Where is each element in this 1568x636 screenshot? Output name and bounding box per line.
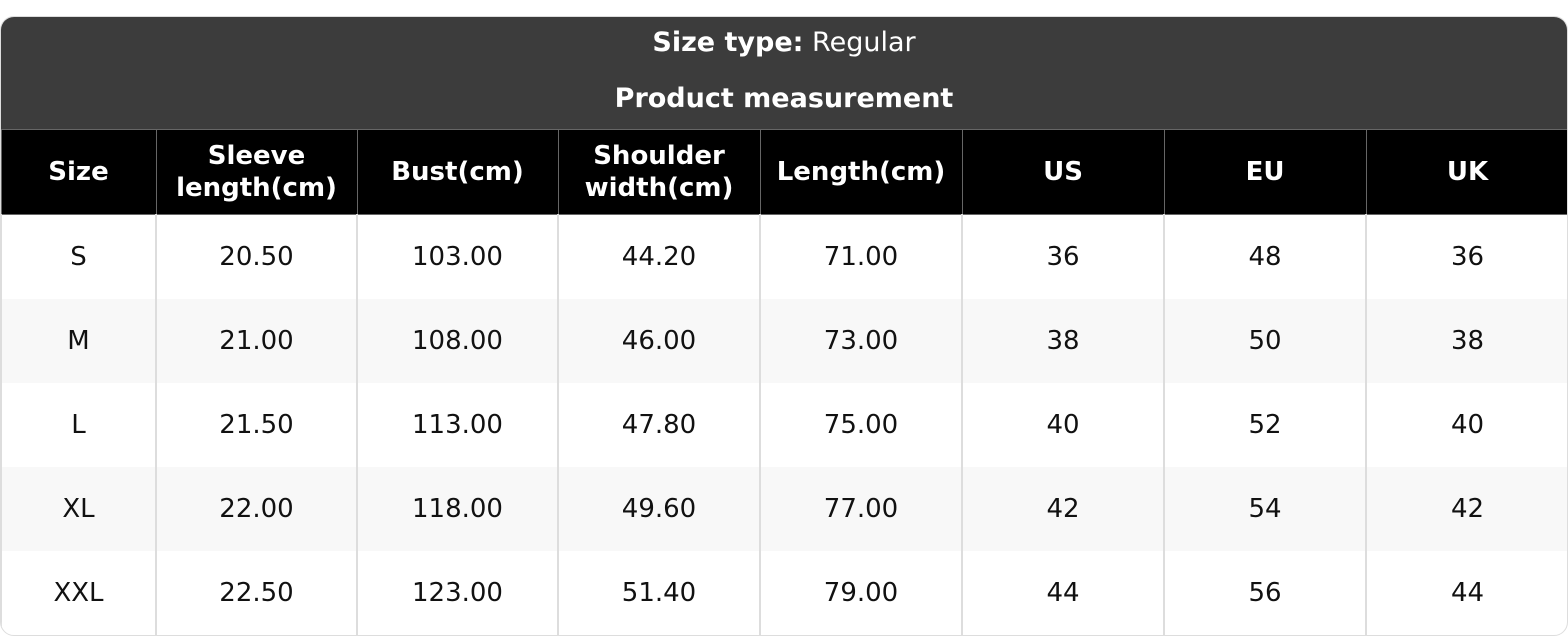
table-cell: 73.00 — [759, 299, 963, 383]
table-cell: 44 — [1365, 551, 1567, 635]
table-cell: M — [1, 299, 157, 383]
table-cell: 52 — [1163, 383, 1367, 467]
table-cell: L — [1, 383, 157, 467]
table-row: XXL 22.50 123.00 51.40 79.00 44 56 44 — [1, 551, 1567, 635]
table-row: L 21.50 113.00 47.80 75.00 40 52 40 — [1, 383, 1567, 467]
table-cell: 21.50 — [155, 383, 358, 467]
column-header: Size — [1, 129, 157, 215]
column-header: Shoulder width(cm) — [557, 129, 761, 215]
table-cell: 56 — [1163, 551, 1367, 635]
table-cell: 51.40 — [557, 551, 761, 635]
table-cell: XL — [1, 467, 157, 551]
table-cell: 123.00 — [356, 551, 559, 635]
table-cell: S — [1, 214, 157, 299]
header-row: Size Sleeve length(cm) Bust(cm) Shoulder widt… — [1, 129, 1567, 215]
column-header: Length(cm) — [759, 129, 963, 215]
table-row: M 21.00 108.00 46.00 73.00 38 50 38 — [1, 299, 1567, 383]
table-cell: 48 — [1163, 214, 1367, 299]
table-cell: 36 — [961, 214, 1165, 299]
table-cell: 22.50 — [155, 551, 358, 635]
table-cell: 108.00 — [356, 299, 559, 383]
column-header: US — [961, 129, 1165, 215]
table-subtitle: Product measurement — [614, 83, 954, 114]
table-cell: 75.00 — [759, 383, 963, 467]
table-cell: 21.00 — [155, 299, 358, 383]
table-cell: 50 — [1163, 299, 1367, 383]
table-row: XL 22.00 118.00 49.60 77.00 42 54 42 — [1, 467, 1567, 551]
table-cell: 118.00 — [356, 467, 559, 551]
table-row: S 20.50 103.00 44.20 71.00 36 48 36 — [1, 214, 1567, 299]
size-type: Size type: Regular — [1, 27, 1567, 58]
size-chart: Size type: Regular Product measurement S… — [0, 16, 1568, 636]
table-cell: XXL — [1, 551, 157, 635]
table-cell: 71.00 — [759, 214, 963, 299]
table-cell: 42 — [1365, 467, 1567, 551]
column-header: Bust(cm) — [356, 129, 559, 215]
column-header: EU — [1163, 129, 1367, 215]
size-type-label: Size type: — [652, 27, 804, 58]
table-cell: 42 — [961, 467, 1165, 551]
size-type-value: Regular — [812, 27, 916, 58]
table-cell: 113.00 — [356, 383, 559, 467]
table-cell: 77.00 — [759, 467, 963, 551]
table-cell: 54 — [1163, 467, 1367, 551]
table-cell: 103.00 — [356, 214, 559, 299]
table-cell: 38 — [961, 299, 1165, 383]
table-cell: 38 — [1365, 299, 1567, 383]
table-cell: 36 — [1365, 214, 1567, 299]
measurement-table: Size Sleeve length(cm) Bust(cm) Shoulder widt… — [1, 129, 1567, 635]
table-cell: 46.00 — [557, 299, 761, 383]
table-cell: 79.00 — [759, 551, 963, 635]
table-cell: 49.60 — [557, 467, 761, 551]
column-header: Sleeve length(cm) — [155, 129, 358, 215]
table-cell: 44.20 — [557, 214, 761, 299]
table-cell: 44 — [961, 551, 1165, 635]
table-cell: 22.00 — [155, 467, 358, 551]
title-band: Size type: Regular Product measurement — [1, 17, 1567, 129]
table-cell: 47.80 — [557, 383, 761, 467]
table-cell: 40 — [1365, 383, 1567, 467]
table-cell: 40 — [961, 383, 1165, 467]
table-cell: 20.50 — [155, 214, 358, 299]
column-header: UK — [1365, 129, 1567, 215]
